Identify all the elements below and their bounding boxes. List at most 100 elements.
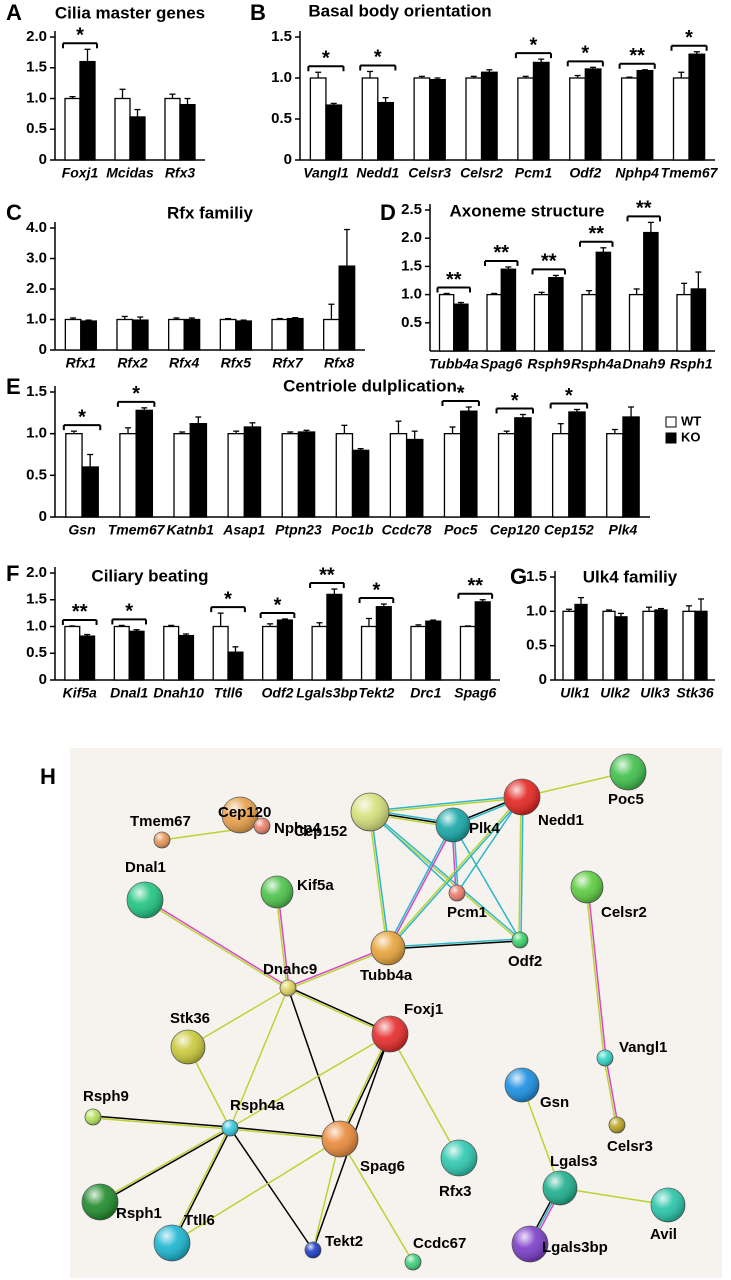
- node-label: Rsph4a: [230, 1097, 285, 1114]
- node-label: Dnahc9: [263, 961, 317, 978]
- network-edge: [559, 1187, 669, 1206]
- network-edge: [287, 946, 388, 988]
- x-tick-label: Rfx4: [169, 355, 200, 371]
- x-tick-label: Rfx2: [117, 355, 148, 371]
- legend-label: KO: [681, 429, 701, 444]
- x-tick-label: Odf2: [262, 685, 294, 701]
- bar: [443, 433, 462, 518]
- node-label: Rsph1: [116, 1205, 162, 1222]
- bar: [81, 466, 99, 518]
- legend-label: WT: [681, 413, 701, 428]
- x-tick-label: Mcidas: [106, 165, 154, 181]
- bar: [497, 433, 516, 518]
- bar: [179, 104, 196, 161]
- node-label: Lgals3: [550, 1153, 598, 1170]
- significance-label: *: [457, 382, 465, 404]
- network-edge: [229, 1033, 391, 1129]
- node-shine: [351, 793, 389, 831]
- network-edge: [288, 986, 391, 1034]
- x-tick-label: Tmem67: [108, 522, 166, 538]
- network-edge: [145, 898, 289, 988]
- x-tick-label: Ulk1: [560, 685, 590, 701]
- y-tick-label: 1.5: [271, 28, 292, 45]
- bar: [676, 293, 692, 352]
- x-tick-label: Rfx1: [66, 355, 97, 371]
- network-edge: [369, 811, 458, 894]
- node-label: Cep120: [218, 804, 271, 821]
- node-shine: [222, 797, 258, 833]
- node-shine: [372, 1016, 408, 1052]
- bar: [682, 610, 696, 681]
- y-tick-label: 0.5: [26, 644, 47, 661]
- bar: [628, 293, 645, 352]
- bar: [335, 433, 354, 518]
- x-tick-label: Poc5: [444, 522, 478, 538]
- panel-letter: B: [250, 0, 266, 25]
- node-label: Foxj1: [404, 1001, 443, 1018]
- node-shine: [436, 808, 470, 842]
- bar: [227, 651, 244, 681]
- bar: [636, 69, 654, 161]
- panel-letter: H: [40, 764, 56, 789]
- x-tick-label: Rfx7: [272, 355, 304, 371]
- bar: [129, 116, 146, 161]
- bar: [606, 433, 624, 518]
- y-tick-label: 0.5: [401, 314, 422, 331]
- panel-letter: C: [6, 200, 22, 225]
- x-tick-label: Kif5a: [63, 685, 97, 701]
- node-label: Lgals3bp: [542, 1239, 608, 1256]
- x-tick-label: Katnb1: [167, 522, 215, 538]
- significance-label: **: [446, 269, 462, 291]
- significance-label: *: [685, 27, 693, 49]
- network-edge: [144, 900, 288, 990]
- y-tick-label: 0: [39, 671, 47, 688]
- network-edge: [338, 1033, 390, 1139]
- network-edge: [340, 1034, 392, 1140]
- node-label: Gsn: [540, 1094, 569, 1111]
- y-tick-label: 2.0: [26, 280, 47, 297]
- network-edge: [171, 1138, 341, 1244]
- significance-label: *: [76, 25, 84, 47]
- node-label: Celsr3: [607, 1138, 653, 1155]
- network-edge: [386, 824, 453, 948]
- x-tick-label: Celsr3: [408, 165, 451, 181]
- network-edge: [388, 940, 521, 950]
- bar: [620, 77, 638, 161]
- bar: [64, 318, 82, 351]
- bar: [323, 318, 340, 351]
- bar: [438, 293, 455, 352]
- y-tick-label: 1.5: [401, 257, 422, 274]
- x-tick-label: Rfx5: [221, 355, 252, 371]
- bar: [219, 318, 237, 351]
- bar: [574, 603, 588, 681]
- node-shine: [571, 871, 603, 903]
- y-tick-label: 0.5: [526, 637, 547, 654]
- significance-label: **: [629, 45, 645, 67]
- panel-letter: E: [6, 374, 21, 399]
- bar: [690, 288, 707, 352]
- x-tick-label: Drc1: [410, 685, 441, 701]
- significance-label: *: [581, 43, 589, 65]
- bar: [309, 77, 327, 161]
- node-shine: [504, 779, 540, 815]
- panel-letter: F: [6, 561, 19, 586]
- bar: [551, 433, 570, 518]
- significance-label: *: [530, 34, 538, 56]
- node-label: Nphp4: [274, 820, 321, 837]
- y-tick-label: 2.0: [26, 28, 47, 45]
- node-shine: [82, 1184, 118, 1220]
- network-edge: [172, 1128, 232, 1244]
- x-tick-label: Tubb4a: [429, 356, 479, 372]
- bar: [163, 625, 180, 681]
- x-tick-label: Ulk3: [640, 685, 670, 701]
- x-tick-label: Rsph9: [527, 356, 570, 372]
- network-edge: [230, 1126, 341, 1139]
- network-edge: [312, 1138, 341, 1251]
- node-label: Dnal1: [125, 859, 166, 876]
- bar: [168, 318, 185, 351]
- significance-label: **: [319, 564, 335, 586]
- x-tick-label: Vangl1: [303, 165, 349, 181]
- network-edge: [389, 1033, 460, 1159]
- y-tick-label: 0.5: [271, 110, 292, 127]
- panel-letter: D: [380, 200, 396, 225]
